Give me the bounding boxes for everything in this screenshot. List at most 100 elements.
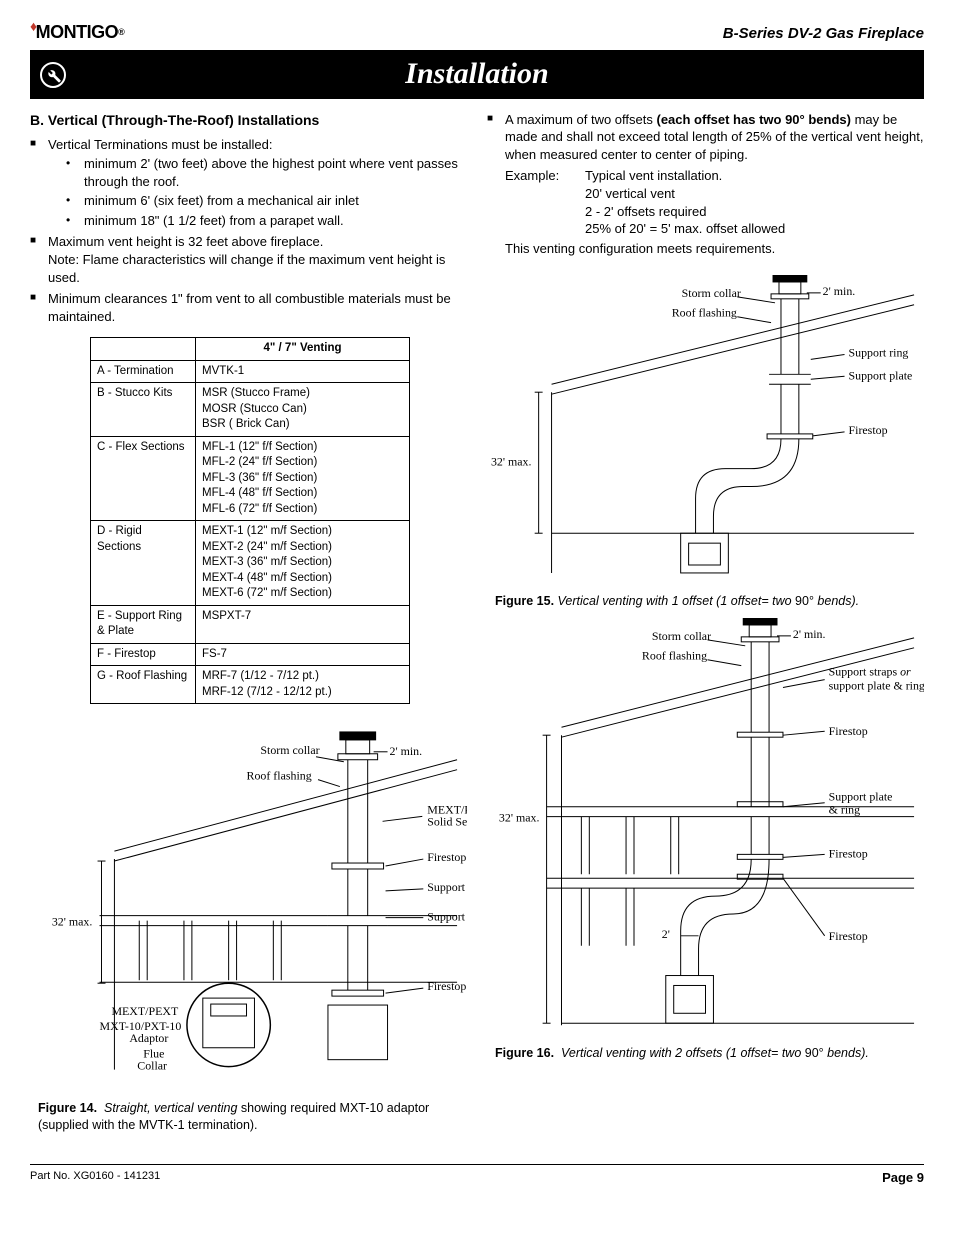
example-label: Example: [505,167,585,185]
table-cell-val: FS-7 [196,643,410,666]
list-item: Maximum vent height is 32 feet above fir… [30,233,467,286]
table-cell-key: E - Support Ring & Plate [91,605,196,643]
example-end: This venting configuration meets require… [487,240,924,258]
text: A maximum of two offsets [505,112,656,127]
table-cell-val: MRF-7 (1/12 - 7/12 pt.) MRF-12 (7/12 - 1… [196,666,410,704]
diag-label: Roof flashing [642,649,707,663]
right-column: A maximum of two offsets (each offset ha… [487,111,924,1134]
fig-deg: 90° [792,594,818,608]
diag-label: MEXT/PEXT [111,1004,179,1018]
table-cell-key: G - Roof Flashing [91,666,196,704]
figure-15-caption: Figure 15. Vertical venting with 1 offse… [487,593,924,610]
table-cell-val: MFL-1 (12" f/f Section) MFL-2 (24" f/f S… [196,436,410,521]
list-item: A maximum of two offsets (each offset ha… [487,111,924,164]
diag-label: Support plate [427,910,467,924]
diag-label: Solid Section [427,815,467,829]
venting-table: 4" / 7" Venting A - TerminationMVTK-1B -… [90,337,410,704]
table-header: 4" / 7" Venting [196,338,410,361]
fig-tail: bends). [827,1046,869,1060]
table-cell-key: A - Termination [91,360,196,383]
diag-label: 2' [662,927,670,941]
reg-mark: ® [118,26,124,38]
section-banner: Installation [30,50,924,99]
diag-label: Firestop [829,929,868,943]
list-text: Vertical Terminations must be installed: [48,137,272,152]
diag-label: Support straps or [829,665,911,679]
sub-item: minimum 6' (six feet) from a mechanical … [66,192,467,210]
table-cell-key: D - Rigid Sections [91,521,196,606]
table-cell-val: MVTK-1 [196,360,410,383]
diag-label: 32' max. [491,455,532,469]
diag-label: Firestop [829,846,868,860]
brand-logo: ♦ MONTIGO ® [30,20,124,44]
fig-tail: bends). [817,594,859,608]
figure-16-caption: Figure 16. Vertical venting with 2 offse… [487,1045,924,1062]
table-cell-key: C - Flex Sections [91,436,196,521]
figure-14-diagram: Storm collar Roof flashing 2' min. MEXT/… [30,722,467,1089]
bold-text: (each offset has two 90° bends) [656,112,850,127]
table-cell-key: F - Firestop [91,643,196,666]
figure-15-diagram: Storm collar Roof flashing 2' min. Suppo… [487,275,924,583]
diag-label: support plate & ring [829,678,924,692]
figure-16-diagram: Storm collar Roof flashing 2' min. Suppo… [487,618,924,1035]
fig-desc: Vertical venting with 1 offset (1 offset… [558,594,792,608]
wrench-icon [40,62,66,88]
diag-label: 2' min. [823,284,856,298]
diag-label: Support ring [849,346,909,360]
example-line: 2 - 2' offsets required [487,203,924,221]
left-column: B. Vertical (Through-The-Roof) Installat… [30,111,467,1134]
example-line: 20' vertical vent [487,185,924,203]
sub-item: minimum 2' (two feet) above the highest … [66,155,467,190]
diag-label: 2' min. [390,744,423,758]
diag-label: Support ring [427,880,467,894]
page-footer: Part No. XG0160 - 141231 Page 9 [30,1164,924,1187]
list-item: Vertical Terminations must be installed:… [30,136,467,230]
table-cell-key: B - Stucco Kits [91,383,196,437]
sub-list: minimum 2' (two feet) above the highest … [48,155,467,229]
diag-label: 32' max. [499,811,540,825]
diag-label: & ring [829,803,860,817]
sub-item: minimum 18" (1 1/2 feet) from a parapet … [66,212,467,230]
example-block: Example: Typical vent installation. [487,167,924,185]
banner-title: Installation [76,54,914,95]
content-columns: B. Vertical (Through-The-Roof) Installat… [30,111,924,1134]
diag-label: Firestop [829,724,868,738]
diag-label: Firestop [427,851,466,865]
diag-label: 2' min. [793,627,826,641]
diag-label: Collar [137,1059,167,1073]
product-title: B-Series DV-2 Gas Fireplace [723,24,924,44]
fig-deg: 90° [801,1046,827,1060]
diag-label: Support plate [849,368,913,382]
offset-list: A maximum of two offsets (each offset ha… [487,111,924,164]
brand-name: MONTIGO [36,20,119,44]
list-item: Minimum clearances 1" from vent to all c… [30,290,467,325]
diag-label: Storm collar [260,743,319,757]
fig-desc: Vertical venting with 2 offsets (1 offse… [561,1046,801,1060]
diag-label: Firestop [427,980,466,994]
flame-icon: ♦ [30,17,37,36]
page-header: ♦ MONTIGO ® B-Series DV-2 Gas Fireplace [30,20,924,44]
fig-num: Figure 16. [495,1046,554,1060]
table-cell-val: MEXT-1 (12" m/f Section) MEXT-2 (24" m/f… [196,521,410,606]
diag-label: Roof flashing [247,769,312,783]
diag-label: Adaptor [129,1031,168,1045]
page-number: Page 9 [882,1169,924,1187]
diag-label: Storm collar [682,286,741,300]
table-cell-val: MSPXT-7 [196,605,410,643]
part-number: Part No. XG0160 - 141231 [30,1169,160,1187]
figure-14-caption: Figure 14. Straight, vertical venting sh… [30,1100,467,1134]
table-cell-val: MSR (Stucco Frame) MOSR (Stucco Can) BSR… [196,383,410,437]
example-val: Typical vent installation. [585,167,924,185]
table-body: A - TerminationMVTK-1B - Stucco KitsMSR … [91,360,410,704]
section-heading: B. Vertical (Through-The-Roof) Installat… [30,111,467,130]
diag-label: Support plate [829,790,893,804]
requirements-list: Vertical Terminations must be installed:… [30,136,467,325]
fig-num: Figure 14. [38,1101,97,1115]
list-text: Maximum vent height is 32 feet above fir… [48,234,323,249]
diag-label: 32' max. [52,915,93,929]
fig-num: Figure 15. [495,594,554,608]
fig-desc: Straight, vertical venting [104,1101,237,1115]
note-text: Note: Flame characteristics will change … [48,251,467,286]
diag-label: Storm collar [652,629,711,643]
diag-label: Roof flashing [672,306,737,320]
